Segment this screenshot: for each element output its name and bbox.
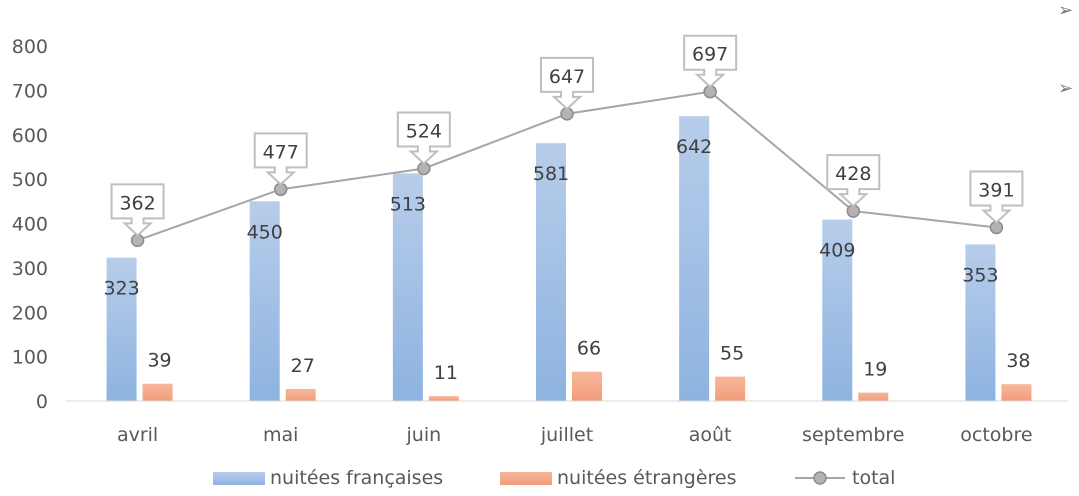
- data-label-total: 647: [549, 66, 585, 88]
- x-axis-labels: avril mai juin juillet août septembre octobre: [117, 424, 1033, 446]
- data-label-total: 697: [692, 44, 728, 66]
- y-tick-label: 500: [12, 169, 48, 191]
- bar-nuitees-etrangeres: [858, 392, 889, 401]
- side-decoration: ➢➢: [1058, 0, 1073, 99]
- y-axis: 0 100 200 300 400 500 600 700 800: [12, 36, 48, 413]
- data-label-total: 391: [978, 179, 1014, 201]
- bar-nuitees-etrangeres: [572, 371, 602, 401]
- legend-swatch-nuitees-etrangeres: [500, 472, 552, 485]
- bar-nuitees-etrangeres: [428, 396, 459, 401]
- x-tick-label: mai: [263, 424, 298, 446]
- y-tick-label: 0: [36, 391, 48, 413]
- bar-nuitees-francaises: [249, 201, 280, 401]
- total-callout-box: [540, 56, 594, 111]
- data-label-nuitees-etrangeres: 38: [1006, 350, 1030, 372]
- bar-nuitees-francaises: [965, 244, 996, 401]
- data-label-nuitees-etrangeres: 55: [720, 343, 744, 365]
- legend-label-total: total: [852, 467, 895, 489]
- data-labels-layer: 323 39 450 27 513 11 581 66 642 55 409 19 353 38 362 47…: [103, 34, 1031, 384]
- data-label-nuitees-francaises: 513: [390, 193, 426, 215]
- total-callout-box: [826, 154, 881, 208]
- y-tick-label: 800: [12, 36, 48, 58]
- bar-nuitees-francaises: [822, 219, 853, 401]
- legend: nuitées françaises nuitées étrangères tota…: [213, 467, 895, 489]
- y-tick-label: 600: [12, 125, 48, 147]
- x-tick-label: juin: [406, 424, 442, 446]
- data-label-nuitees-francaises: 323: [103, 278, 139, 300]
- bar-nuitees-etrangeres: [285, 389, 316, 401]
- data-label-total: 428: [835, 163, 871, 185]
- x-tick-label: octobre: [960, 424, 1032, 446]
- data-label-nuitees-francaises: 450: [247, 221, 283, 243]
- bar-nuitees-francaises: [106, 257, 137, 401]
- total-callout-box: [683, 34, 738, 89]
- data-label-nuitees-etrangeres: 66: [577, 338, 601, 360]
- data-label-total: 524: [406, 120, 442, 142]
- bar-nuitees-etrangeres: [1001, 384, 1032, 401]
- legend-marker-total: [813, 471, 827, 485]
- total-callout-box: [110, 183, 165, 237]
- data-label-nuitees-etrangeres: 27: [291, 355, 315, 377]
- bars-layer: [106, 116, 1032, 402]
- arrow-bullet-icon: ➢: [1058, 78, 1073, 99]
- data-label-total: 477: [263, 141, 299, 163]
- y-tick-label: 700: [12, 80, 48, 102]
- legend-label-nuitees-etrangeres: nuitées étrangères: [557, 467, 737, 489]
- y-tick-label: 300: [12, 258, 48, 280]
- bar-nuitees-francaises: [392, 173, 423, 401]
- total-callout-box: [969, 170, 1024, 224]
- bar-nuitees-francaises: [536, 143, 566, 401]
- data-label-total: 362: [119, 192, 155, 214]
- y-tick-label: 200: [12, 302, 48, 324]
- legend-swatch-nuitees-francaises: [213, 472, 265, 485]
- data-label-nuitees-francaises: 353: [962, 264, 998, 286]
- data-label-nuitees-etrangeres: 19: [863, 359, 887, 381]
- data-label-nuitees-etrangeres: 11: [434, 362, 458, 384]
- legend-label-nuitees-francaises: nuitées françaises: [270, 467, 443, 489]
- x-tick-label: juillet: [540, 424, 593, 446]
- x-tick-label: avril: [117, 424, 158, 446]
- bar-nuitees-francaises: [679, 116, 710, 402]
- data-label-nuitees-etrangeres: 39: [147, 350, 171, 372]
- x-tick-label: septembre: [802, 424, 904, 446]
- y-tick-label: 100: [12, 347, 48, 369]
- arrow-bullet-icon: ➢: [1058, 0, 1073, 21]
- bar-nuitees-etrangeres: [715, 376, 746, 401]
- total-callout-box: [253, 132, 308, 186]
- data-label-nuitees-francaises: 409: [819, 240, 855, 262]
- y-tick-label: 400: [12, 214, 48, 236]
- data-label-nuitees-francaises: 581: [533, 163, 569, 185]
- total-callout-box: [396, 111, 451, 165]
- x-tick-label: août: [689, 424, 732, 446]
- data-label-nuitees-francaises: 642: [676, 136, 712, 158]
- total-line-layer: [130, 84, 1004, 248]
- bar-nuitees-etrangeres: [142, 383, 173, 401]
